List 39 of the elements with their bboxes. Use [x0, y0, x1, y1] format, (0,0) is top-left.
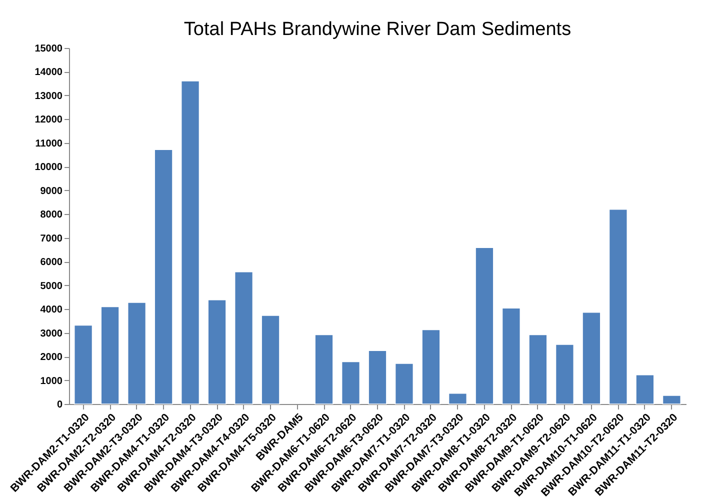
- y-tick-label: 12000: [34, 114, 63, 126]
- bar: [394, 363, 414, 404]
- bar: [314, 334, 334, 404]
- bar: [261, 315, 280, 404]
- bar: [74, 324, 93, 404]
- y-tick-label: 3000: [40, 328, 63, 340]
- bar: [154, 149, 173, 404]
- y-tick-label: 0: [56, 400, 63, 410]
- y-tick-label: 14000: [34, 67, 63, 78]
- y-tick-label: 6000: [40, 257, 63, 268]
- bar: [662, 395, 682, 404]
- chart-title: Total PAHs Brandywine River Dam Sediments: [184, 19, 572, 40]
- y-tick-label: 7000: [40, 233, 63, 244]
- y-tick-label: 13000: [34, 90, 63, 102]
- bar: [528, 334, 548, 404]
- bar: [100, 306, 120, 404]
- bar: [636, 374, 654, 404]
- bar: [368, 350, 387, 404]
- y-tick-label: 1000: [40, 376, 63, 387]
- bar: [555, 344, 574, 404]
- bar: [127, 302, 146, 404]
- y-tick-label: 11000: [35, 138, 63, 150]
- bar: [608, 208, 628, 404]
- y-tick-label: 4000: [40, 304, 63, 316]
- bar: [180, 80, 200, 404]
- bar: [502, 308, 521, 404]
- bar: [341, 361, 360, 404]
- y-tick-label: 5000: [40, 280, 63, 292]
- bar: [448, 392, 468, 404]
- y-tick-label: 9000: [40, 186, 63, 197]
- bar: [208, 299, 226, 404]
- y-tick-label: 8000: [40, 210, 63, 221]
- bar: [582, 312, 601, 404]
- y-tick-label: 15000: [34, 44, 63, 54]
- bar: [422, 329, 440, 404]
- y-tick-label: 2000: [40, 352, 63, 364]
- bar: [234, 271, 254, 404]
- bar: [475, 247, 494, 404]
- y-tick-label: 10000: [34, 162, 63, 174]
